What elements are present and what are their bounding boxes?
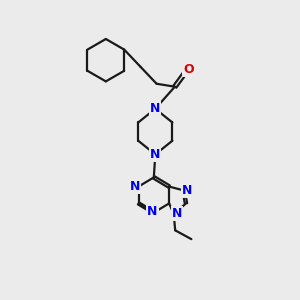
Text: N: N — [172, 207, 182, 220]
Text: N: N — [147, 205, 158, 218]
Text: N: N — [182, 184, 193, 197]
Text: N: N — [150, 102, 160, 115]
Text: O: O — [183, 62, 194, 76]
Text: N: N — [150, 148, 160, 161]
Text: N: N — [130, 180, 140, 193]
